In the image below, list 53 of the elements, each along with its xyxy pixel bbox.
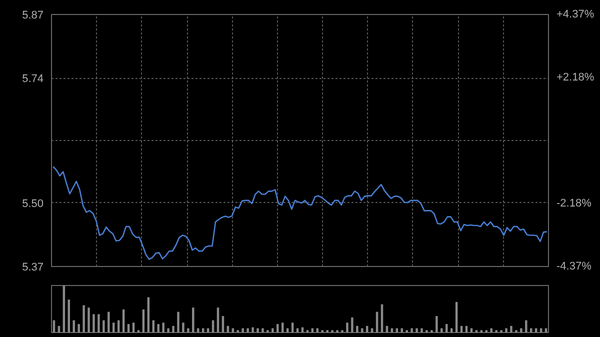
bar	[216, 308, 220, 332]
bar	[356, 326, 358, 332]
bar	[177, 312, 180, 332]
bar	[102, 320, 105, 332]
bar	[246, 328, 249, 332]
bar	[68, 300, 70, 332]
y2-tick-label: +2.18%	[556, 72, 594, 84]
bar	[108, 312, 110, 332]
y-tick-label: 5.87	[22, 10, 44, 22]
bar	[92, 314, 95, 332]
bar	[112, 322, 115, 332]
bar	[82, 305, 85, 332]
bar	[72, 320, 75, 332]
y-tick-label: 5.74	[22, 73, 44, 86]
bar	[262, 328, 264, 332]
bar	[490, 328, 492, 332]
bar	[276, 324, 279, 332]
line-series	[52, 166, 548, 260]
bar	[525, 320, 528, 332]
bar	[351, 317, 354, 332]
bar	[256, 328, 259, 332]
bar	[222, 316, 224, 332]
bar	[520, 328, 522, 332]
bar	[192, 308, 194, 332]
bar	[420, 328, 423, 332]
bar	[436, 316, 438, 332]
bar	[291, 322, 294, 332]
y2-tick-label: -4.37%	[556, 260, 592, 272]
bar	[440, 328, 443, 332]
y2-tick-label: -2.18%	[556, 197, 592, 210]
bar	[98, 314, 100, 332]
bar	[187, 328, 190, 332]
bar	[505, 328, 508, 332]
bar	[252, 327, 254, 332]
bar	[510, 326, 512, 332]
y2-tick-label: +4.37%	[556, 8, 594, 20]
bar	[162, 322, 164, 332]
bar	[416, 328, 418, 332]
bar	[182, 322, 184, 332]
bar	[88, 308, 90, 332]
bar	[78, 324, 80, 332]
bar	[346, 322, 348, 332]
bar	[132, 322, 135, 332]
bar	[410, 328, 413, 332]
y-tick-label: 5.37	[22, 262, 44, 274]
bar	[281, 322, 284, 332]
bar	[167, 328, 170, 332]
bar	[62, 286, 66, 332]
bar	[172, 326, 174, 332]
y-tick-label: 5.50	[22, 198, 44, 210]
bar	[242, 328, 244, 332]
bar	[157, 324, 160, 332]
bar	[272, 328, 274, 332]
